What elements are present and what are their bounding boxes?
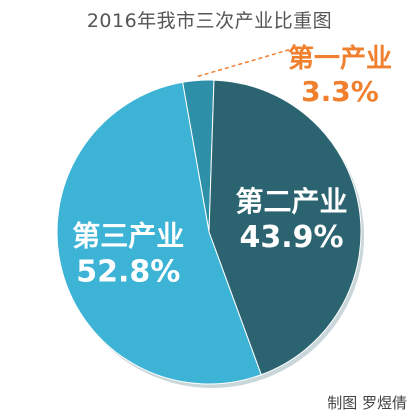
pie-slice-2: [208, 79, 362, 376]
slice-name-label: 第二产业: [236, 185, 348, 218]
pie-slice-3: [56, 81, 262, 385]
slice-value-label: 43.9%: [240, 220, 344, 255]
pie-slices: [56, 79, 364, 388]
credit-text: 制图 罗煜倩: [327, 394, 407, 412]
slice-name-label: 第一产业: [288, 43, 392, 74]
slice-name-label: 第三产业: [72, 220, 184, 253]
slice-value-label: 52.8%: [76, 255, 180, 290]
chart-title: 2016年我市三次产业比重图: [86, 10, 333, 32]
slice-value-label: 3.3%: [301, 75, 379, 108]
leader-line-1: [197, 48, 290, 78]
